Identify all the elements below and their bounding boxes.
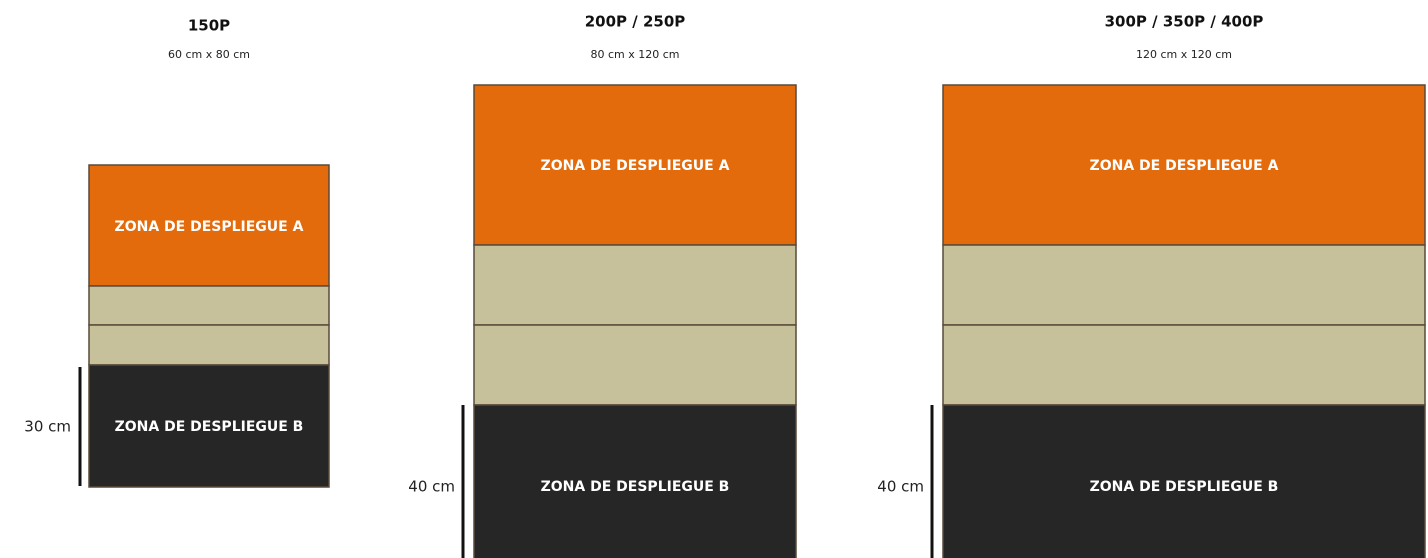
neutral-band: [942, 244, 1426, 326]
panel-size: 60 cm x 80 cm: [168, 48, 250, 61]
depth-label: 40 cm: [877, 478, 924, 496]
zone-b: [88, 364, 330, 488]
depth-label: 40 cm: [408, 478, 455, 496]
zone-a-label: ZONA DE DESPLIEGUE A: [115, 219, 304, 235]
panel-size: 120 cm x 120 cm: [1136, 48, 1232, 61]
neutral-band: [942, 324, 1426, 406]
zone-a: [88, 164, 330, 287]
neutral-band: [88, 324, 330, 366]
panel-size: 80 cm x 120 cm: [590, 48, 679, 61]
zone-a: [942, 84, 1426, 246]
zone-a-label: ZONA DE DESPLIEGUE A: [1090, 158, 1279, 174]
zone-b: [473, 404, 797, 558]
panel-title: 200P / 250P: [585, 13, 686, 31]
zone-b-label: ZONA DE DESPLIEGUE B: [541, 479, 730, 495]
neutral-band: [88, 285, 330, 326]
zone-a-label: ZONA DE DESPLIEGUE A: [541, 158, 730, 174]
zone-b-label: ZONA DE DESPLIEGUE B: [1090, 479, 1279, 495]
neutral-band: [473, 324, 797, 406]
zone-b-label: ZONA DE DESPLIEGUE B: [115, 419, 304, 435]
zone-b: [942, 404, 1426, 558]
panel: 300P / 350P / 400P 120 cm x 120 cm ZONA …: [877, 13, 1426, 558]
panel-title: 300P / 350P / 400P: [1105, 13, 1264, 31]
depth-label: 30 cm: [24, 418, 71, 436]
neutral-band: [473, 244, 797, 326]
panel-title: 150P: [188, 17, 230, 35]
panel: 200P / 250P 80 cm x 120 cm ZONA DE DESPL…: [408, 13, 797, 558]
panel: 150P 60 cm x 80 cm ZONA DE DESPLIEGUE A …: [24, 17, 330, 488]
